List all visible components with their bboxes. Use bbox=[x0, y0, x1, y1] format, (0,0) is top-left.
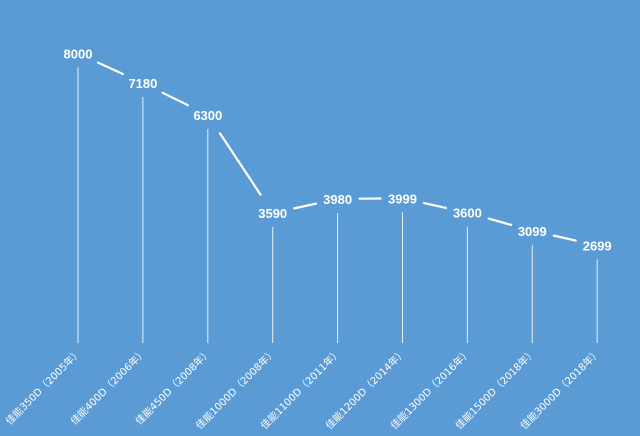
drop-lines bbox=[77, 67, 598, 343]
line-segment bbox=[422, 201, 448, 210]
data-label: 6300 bbox=[193, 108, 222, 123]
data-label: 3099 bbox=[518, 224, 547, 239]
series-line-group bbox=[96, 61, 577, 242]
line-segment bbox=[552, 234, 577, 242]
value-labels: 8000 7180 6300 3590 3980 3999 3600 3099 2699 bbox=[64, 46, 612, 253]
data-label: 7180 bbox=[128, 76, 157, 91]
data-label: 3980 bbox=[323, 192, 352, 207]
data-label: 3600 bbox=[453, 206, 482, 221]
category-labels: 佳能350D（2005年）佳能400D（2006年）佳能450D（2008年）佳… bbox=[3, 346, 604, 432]
data-label: 8000 bbox=[64, 46, 93, 61]
line-segment bbox=[96, 61, 124, 76]
data-label: 3999 bbox=[388, 191, 417, 206]
line-segment bbox=[293, 202, 318, 210]
data-label: 3590 bbox=[258, 206, 287, 221]
line-segment bbox=[487, 217, 513, 227]
line-segment bbox=[218, 132, 262, 196]
category-label: 佳能350D（2005年） bbox=[3, 346, 84, 427]
data-label: 2699 bbox=[583, 238, 612, 253]
line-segment bbox=[161, 91, 190, 107]
